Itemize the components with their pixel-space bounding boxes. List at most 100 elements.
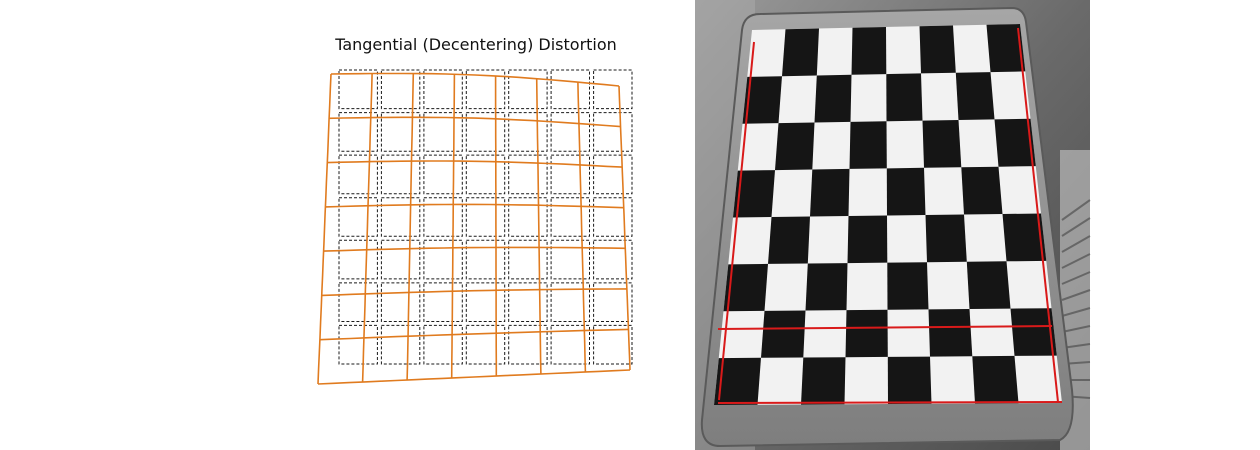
reference-grid-cell	[338, 197, 378, 237]
reference-grid-cell	[423, 69, 463, 110]
reference-grid-cell	[380, 69, 421, 110]
distorted-grid-column-line	[361, 73, 373, 383]
checkerboard-dark-square	[955, 72, 995, 120]
reference-grid-cell	[465, 239, 506, 280]
checkerboard-dark-square	[768, 216, 810, 264]
distorted-grid-row-line	[323, 246, 626, 252]
photo-fabric-fold	[1061, 325, 1091, 333]
distorted-grid-column-line	[535, 78, 542, 375]
reference-grid-cell	[380, 282, 421, 322]
checkerboard-dark-square	[887, 262, 929, 310]
reference-grid-cell	[380, 197, 421, 237]
reference-grid-cell	[550, 282, 590, 322]
checkerboard-dark-square	[742, 76, 782, 124]
reference-grid-cell	[550, 69, 590, 110]
checkerboard-dark-square	[723, 263, 768, 312]
reference-grid-cell	[338, 282, 378, 322]
distorted-grid-column-line	[494, 76, 498, 376]
checkerboard-dark-square	[805, 263, 848, 311]
reference-grid-cell	[465, 282, 506, 322]
reference-grid-cell	[508, 112, 548, 152]
reference-grid-cell	[593, 239, 633, 280]
distorted-grid-row-line	[317, 369, 631, 385]
checkerboard-dark-square	[1010, 308, 1057, 356]
reference-grid-cell	[508, 282, 548, 322]
reference-grid-cell	[423, 112, 463, 152]
fit-lines	[717, 27, 1063, 404]
checkerboard-dark-square	[886, 167, 926, 216]
reference-grid-cell	[465, 197, 506, 237]
reference-grid-cell	[380, 324, 421, 365]
checkerboard-dark-square	[886, 73, 923, 122]
reference-grid-cell	[338, 112, 378, 152]
distorted-grid-column-line	[406, 73, 415, 381]
reference-grid-cell	[508, 239, 548, 280]
checkerboard-dark-square	[814, 74, 852, 123]
reference-grid-cell	[338, 69, 378, 110]
checkerboard-dark-square	[986, 24, 1026, 73]
checkerboard-dark-square	[733, 170, 775, 218]
red-fit-line	[717, 325, 1053, 330]
distorted-grid-row-line	[330, 72, 620, 87]
checkerboard-dark-square	[801, 357, 846, 405]
reference-grid-cell	[593, 154, 633, 195]
red-fit-line	[718, 41, 755, 401]
reference-grid-cell	[465, 154, 506, 195]
checkerboard-dark-square	[1002, 213, 1047, 262]
distorted-grid-row-line	[329, 116, 621, 128]
distorted-grid-column-line	[450, 74, 456, 379]
checkerboard-dark-square	[966, 261, 1011, 309]
checkerboard-dark-square	[919, 25, 956, 74]
red-fit-line	[1017, 27, 1059, 403]
photo-fabric-fold	[1061, 253, 1091, 269]
checkerboard-dark-square	[714, 357, 761, 405]
reference-grid-cell	[550, 324, 590, 365]
checkerboard-dark-square	[925, 214, 967, 263]
reference-grid-cell	[465, 69, 506, 110]
reference-grid-cell	[508, 69, 548, 110]
reference-grid-cell	[593, 69, 633, 110]
reference-grid-cell	[465, 324, 506, 365]
photo-fabric-fold	[1061, 271, 1091, 285]
reference-grid-cell	[508, 197, 548, 237]
distorted-grid	[317, 72, 631, 385]
checkerboard-dark-square	[761, 310, 806, 358]
reference-grid-cell	[508, 324, 548, 365]
checkerboard-dark-square	[961, 166, 1003, 215]
reference-grid-cell	[423, 282, 463, 322]
reference-grid-cell	[465, 112, 506, 152]
distorted-grid-row-line	[325, 203, 624, 209]
distorted-grid-row-line	[319, 328, 629, 341]
checkerboard-dark-square	[845, 309, 888, 358]
distorted-grid-row-line	[321, 288, 627, 297]
diagram-title: Tangential (Decentering) Distortion	[334, 35, 617, 54]
checkerboard-dark-square	[887, 356, 932, 404]
reference-grid-cell	[550, 239, 590, 280]
reference-grid-cell	[380, 239, 421, 280]
photo-fabric-fold	[1061, 199, 1091, 221]
checkerboard-dark-square	[972, 355, 1019, 404]
photo-fabric-fold	[1061, 217, 1091, 237]
reference-grid-cell	[550, 154, 590, 195]
reference-grid-cell	[593, 324, 633, 365]
reference-grid-cell	[338, 324, 378, 365]
distorted-grid-column-line	[317, 73, 332, 385]
distorted-grid-row-line	[327, 160, 623, 168]
checkerboard-dark-square	[994, 118, 1036, 167]
distorted-grid-column-line	[618, 85, 631, 371]
checkerboard-dark-square	[922, 120, 962, 168]
reference-grid	[338, 69, 633, 365]
reference-grid-cell	[593, 282, 633, 322]
reference-grid-cell	[338, 154, 378, 195]
checkerboard-photo	[695, 0, 1091, 450]
checkerboard-dark-square	[775, 122, 815, 171]
checkerboard-dark-square	[849, 121, 887, 169]
reference-grid-cell	[423, 197, 463, 237]
reference-grid-cell	[423, 239, 463, 280]
reference-grid-cell	[338, 239, 378, 280]
reference-grid-cell	[423, 324, 463, 365]
checkerboard-squares	[714, 24, 1057, 405]
reference-grid-cell	[550, 197, 590, 237]
reference-grid-cell	[380, 154, 421, 195]
